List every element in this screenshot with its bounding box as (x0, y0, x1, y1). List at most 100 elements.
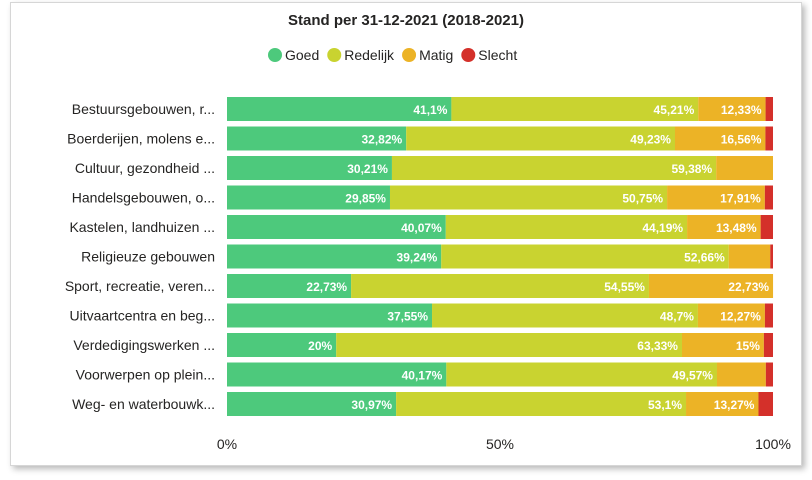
data-label-matig: 13,27% (714, 398, 755, 412)
category-label: Bestuursgebouwen, r... (72, 101, 215, 117)
bar-slecht (765, 126, 773, 151)
data-label-redelijk: 52,66% (684, 251, 725, 265)
bar-matig (674, 126, 766, 151)
category-label: Religieuze gebouwen (81, 249, 215, 265)
bar-slecht (758, 392, 773, 416)
bar-goed (227, 362, 447, 387)
data-label-redelijk: 50,75% (622, 192, 663, 206)
data-label-goed: 30,97% (351, 398, 392, 412)
bar-matig (667, 185, 765, 210)
data-label-matig: 13,48% (716, 221, 757, 235)
data-label-goed: 41,1% (413, 103, 447, 117)
category-label: Weg- en waterbouwk... (72, 396, 215, 412)
data-label-goed: 40,07% (401, 221, 442, 235)
bar-matig (728, 244, 771, 269)
bar-goed (227, 392, 397, 416)
bar-redelijk (336, 333, 682, 357)
data-label-goed: 30,21% (347, 162, 388, 176)
bar-slecht (770, 244, 773, 269)
bar-redelijk (451, 97, 699, 121)
category-label: Handelsgebouwen, o... (72, 190, 215, 206)
data-label-goed: 40,17% (402, 369, 443, 383)
stacked-bar-chart: Stand per 31-12-2021 (2018-2021) Goed Red… (65, 12, 791, 452)
bar-matig (687, 215, 761, 239)
bar-slecht (765, 362, 773, 387)
category-label: Cultuur, gezondheid ... (75, 160, 215, 176)
bar-slecht (760, 215, 773, 239)
data-label-redelijk: 48,7% (660, 310, 694, 324)
bar-redelijk (396, 392, 687, 416)
data-label-redelijk: 44,19% (642, 221, 683, 235)
bar-goed (227, 303, 433, 328)
x-tick-label: 0% (217, 436, 237, 452)
data-label-matig: 16,56% (721, 133, 762, 147)
bar-matig (686, 392, 759, 416)
category-label: Boerderijen, molens e... (67, 131, 215, 147)
bar-matig (648, 274, 774, 298)
category-labels: Bestuursgebouwen, r... Boerderijen, molen… (65, 101, 215, 412)
data-label-goed: 22,73% (306, 280, 347, 294)
data-label-goed: 32,82% (361, 133, 402, 147)
data-label-redelijk: 49,23% (630, 133, 671, 147)
bar-slecht (764, 185, 773, 210)
bar-redelijk (389, 185, 668, 210)
data-label-matig: 15% (736, 339, 760, 353)
data-label-redelijk: 54,55% (604, 280, 645, 294)
bar-goed (227, 244, 442, 269)
category-label: Uitvaartcentra en beg... (69, 308, 215, 324)
legend-marker-slecht (461, 48, 476, 62)
chart-title: Stand per 31-12-2021 (2018-2021) (288, 12, 524, 29)
bar-matig (681, 333, 764, 357)
data-label-matig: 12,33% (721, 103, 762, 117)
bar-redelijk (445, 215, 688, 239)
data-label-matig: 22,73% (728, 280, 769, 294)
data-label-goed: 37,55% (387, 310, 428, 324)
bar-matig (697, 303, 765, 328)
bar-slecht (764, 303, 773, 328)
bar-redelijk (432, 303, 698, 328)
data-label-redelijk: 45,21% (654, 103, 695, 117)
bar-goed (227, 274, 352, 298)
bar-goed (227, 185, 390, 210)
data-label-redelijk: 49,57% (672, 369, 713, 383)
bar-slecht (763, 333, 773, 357)
bar-slecht (765, 97, 773, 121)
data-label-redelijk: 59,38% (671, 162, 712, 176)
bar-goed (227, 126, 407, 151)
data-label-redelijk: 63,33% (637, 339, 678, 353)
legend-marker-redelijk (327, 48, 342, 62)
category-label: Verdedigingswerken ... (73, 337, 215, 353)
bar-goed (227, 156, 392, 180)
bar-goed (227, 333, 337, 357)
data-label-goed: 29,85% (345, 192, 386, 206)
bar-goed (227, 97, 452, 121)
data-label-goed: 20% (308, 339, 332, 353)
legend-label-goed: Goed (285, 47, 319, 63)
legend-label-slecht: Slecht (478, 47, 517, 63)
data-labels: 41,1% 45,21% 12,33% 32,82% 49,23% 16,56% 30,21… (306, 103, 769, 412)
category-label: Kastelen, landhuizen ... (69, 219, 215, 235)
bar-matig (716, 362, 766, 387)
data-label-matig: 12,27% (720, 310, 761, 324)
bar-redelijk (351, 274, 649, 298)
chart-card: Stand per 31-12-2021 (2018-2021) Goed Red… (10, 2, 802, 466)
legend-marker-goed (268, 48, 282, 62)
bar-matig (698, 97, 766, 121)
data-label-goed: 39,24% (397, 251, 438, 265)
bar-matig (716, 156, 773, 180)
x-tick-label: 100% (755, 436, 791, 452)
x-axis-ticks: 0% 50% 100% (217, 436, 791, 452)
data-label-matig: 17,91% (720, 192, 761, 206)
x-tick-label: 50% (486, 436, 514, 452)
legend-label-redelijk: Redelijk (344, 47, 395, 63)
bar-redelijk (406, 126, 675, 151)
category-label: Voorwerpen op plein... (76, 367, 215, 383)
bar-redelijk (446, 362, 717, 387)
bar-redelijk (391, 156, 717, 180)
category-label: Sport, recreatie, veren... (65, 278, 215, 294)
bar-redelijk (441, 244, 729, 269)
legend-marker-matig (402, 48, 417, 62)
bars (227, 97, 774, 416)
data-label-redelijk: 53,1% (648, 398, 682, 412)
legend: Goed Redelijk Matig Slecht (268, 47, 517, 63)
